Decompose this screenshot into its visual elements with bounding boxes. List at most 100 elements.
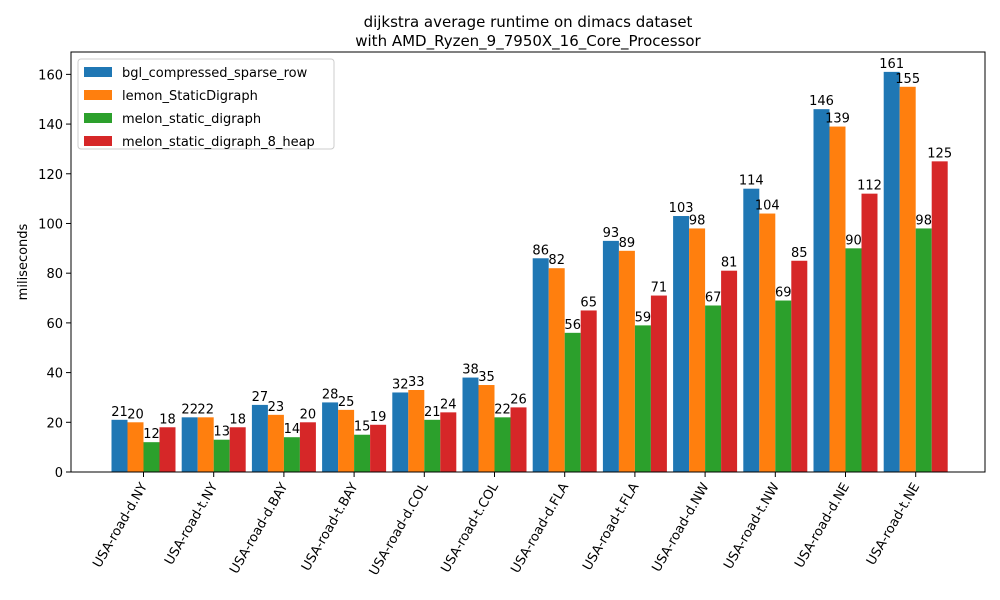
bar-value-label: 25 [338,395,355,410]
bar-value-label: 15 [354,420,371,435]
bar [462,377,479,472]
bar [267,414,284,472]
bar-value-label: 89 [619,236,636,251]
legend: bgl_compressed_sparse_row lemon_StaticDig… [77,58,335,150]
bar-value-label: 98 [915,213,932,228]
bar [759,213,776,473]
bar-value-label: 18 [229,412,246,427]
bar-value-label: 21 [424,405,441,420]
bar-value-label: 161 [879,57,904,72]
legend-label: melon_static_digraph_8_heap [122,135,315,150]
x-tick-label: USA-road-d.FLA [508,480,572,576]
bar-value-label: 112 [857,179,882,194]
bar-value-label: 22 [494,402,511,417]
bar-value-label: 125 [927,146,952,161]
bar [743,188,760,472]
plot-frame [70,51,986,473]
bar-value-label: 19 [370,410,387,425]
bar [478,385,495,472]
bar-value-label: 67 [705,290,722,305]
bar-value-label: 103 [669,201,694,216]
bar [111,419,128,472]
bar [392,392,409,472]
bar [370,424,387,472]
x-tick-label: USA-road-d.COL [367,480,432,578]
bar-value-label: 35 [478,370,495,385]
bar [532,258,549,472]
bar-value-label: 90 [845,233,862,248]
bar-value-label: 22 [181,402,198,417]
bar [580,310,597,472]
x-tick-label: USA-road-t.NE [864,481,923,569]
chart-subtitle: with AMD_Ryzen_9_7950X_16_Core_Processor [355,32,701,51]
bar [338,409,355,472]
bar [829,126,846,472]
chart-title: dijkstra average runtime on dimacs datas… [364,13,693,31]
bar-value-label: 93 [603,226,620,241]
bar [618,250,635,472]
bar [424,419,441,472]
bar-value-label: 20 [127,407,144,422]
x-tick-label: USA-road-t.COL [438,480,502,576]
bar-value-label: 26 [510,392,527,407]
x-tick-label: USA-road-d.BAY [227,480,291,576]
y-tick-label: 120 [38,168,63,183]
bar [650,295,667,472]
bar [883,71,900,473]
bar-value-label: 27 [252,390,269,405]
y-tick-label: 0 [55,466,63,481]
legend-label: melon_static_digraph [122,112,261,127]
bar-value-label: 20 [300,407,317,422]
bar-value-label: 18 [159,412,176,427]
bar [251,404,268,472]
bar-value-label: 71 [651,281,668,296]
x-axis: USA-road-d.NY USA-road-t.NY USA-road-d.BAY… [90,472,923,578]
bar-value-label: 98 [689,213,706,228]
x-tick-label: USA-road-t.NW [721,480,783,572]
bar [899,86,916,472]
bar-value-label: 14 [284,422,301,437]
legend-box [77,58,335,150]
bar-value-label: 82 [548,253,565,268]
legend-swatch [84,90,112,100]
bar-value-label: 22 [197,402,214,417]
x-tick-label: USA-road-t.NY [162,480,221,567]
y-axis-label: miliseconds [16,223,31,300]
bar [564,332,581,472]
bar [791,260,808,472]
legend-swatch [84,136,112,146]
bar-value-label: 114 [739,174,764,189]
x-tick-label: USA-road-d.NW [649,480,712,574]
bar-value-label: 32 [392,377,409,392]
bar-value-label: 23 [268,400,285,415]
bar [721,270,738,472]
y-axis: 0 20 40 60 80 100 120 140 160 [38,68,71,481]
bar [861,193,878,472]
bar [299,422,316,472]
x-tick-label: USA-road-d.NY [90,480,151,570]
bar [322,402,339,472]
bar [440,412,457,472]
y-tick-label: 140 [38,118,63,133]
bar [127,422,144,472]
bar [931,161,948,472]
bar-value-label: 81 [721,256,738,271]
legend-label: lemon_StaticDigraph [122,89,258,104]
bar-value-label: 85 [791,246,808,261]
bar-value-label: 59 [635,310,652,325]
bar-value-label: 28 [322,387,339,402]
bars-layer [111,71,948,473]
x-tick-label: USA-road-t.FLA [580,480,642,573]
bar [673,216,690,472]
bar-value-label: 155 [895,72,920,87]
y-tick-label: 160 [38,68,63,83]
bar [143,442,160,472]
bar-value-label: 21 [111,405,128,420]
bar [510,407,527,472]
bar [283,437,300,472]
bar [602,240,619,472]
y-tick-label: 40 [46,367,63,382]
y-tick-label: 20 [46,416,63,431]
